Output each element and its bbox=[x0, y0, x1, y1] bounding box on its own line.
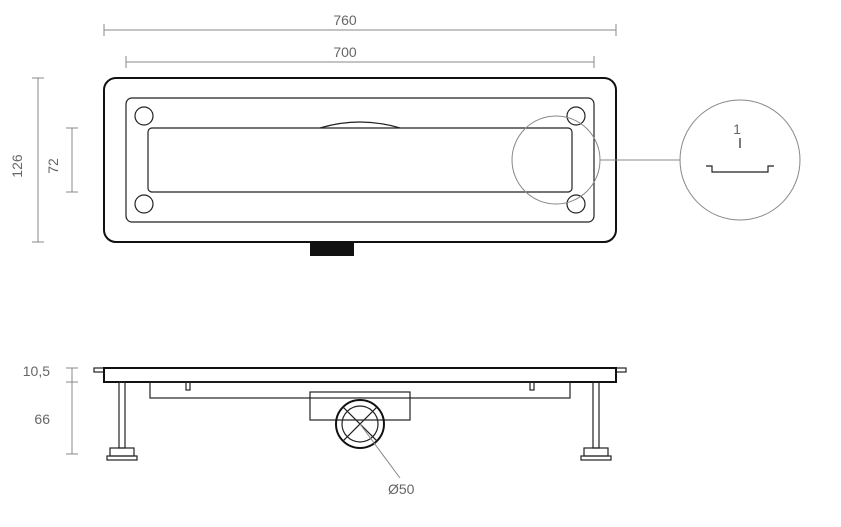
mid-hump bbox=[320, 122, 400, 128]
side-lip-left bbox=[94, 368, 104, 372]
dim-outer-width: 760 bbox=[104, 12, 616, 36]
flange-outline bbox=[104, 78, 616, 242]
detail-label: 1 bbox=[733, 121, 741, 137]
corner-ring bbox=[567, 195, 585, 213]
dim-inner-width-label: 700 bbox=[333, 44, 357, 60]
side-lip-right bbox=[616, 368, 626, 372]
dim-side-top: 10,5 bbox=[23, 363, 78, 382]
body-outline bbox=[126, 98, 594, 222]
bolt bbox=[186, 382, 190, 390]
dim-side-top-label: 10,5 bbox=[23, 363, 50, 379]
slot-outline bbox=[148, 128, 572, 192]
dim-inner-height: 72 bbox=[45, 128, 78, 192]
detail-profile bbox=[706, 166, 774, 172]
corner-ring bbox=[567, 107, 585, 125]
leg bbox=[581, 382, 611, 460]
side-deck bbox=[104, 368, 616, 382]
dim-side-leg: 66 bbox=[34, 382, 78, 454]
top-view bbox=[104, 78, 616, 256]
side-under bbox=[150, 382, 570, 398]
dim-outer-height: 126 bbox=[9, 78, 44, 242]
corner-ring bbox=[135, 107, 153, 125]
detail-pick-circle bbox=[512, 116, 600, 204]
dim-pipe-leader bbox=[360, 424, 400, 478]
technical-drawing: 1 760 700 126 72 bbox=[0, 0, 841, 527]
detail-callout: 1 bbox=[600, 100, 800, 220]
dim-side-leg-label: 66 bbox=[34, 411, 50, 427]
dim-pipe-label: Ø50 bbox=[388, 481, 415, 497]
detail-circle bbox=[680, 100, 800, 220]
bolts bbox=[186, 382, 534, 390]
dim-inner-height-label: 72 bbox=[45, 158, 61, 174]
dim-outer-width-label: 760 bbox=[333, 12, 357, 28]
side-view bbox=[94, 368, 626, 460]
dim-outer-height-label: 126 bbox=[9, 154, 25, 178]
corner-ring bbox=[135, 195, 153, 213]
corner-rings bbox=[135, 107, 585, 213]
dim-inner-width: 700 bbox=[126, 44, 594, 68]
dim-pipe: Ø50 bbox=[360, 424, 415, 497]
bolt bbox=[530, 382, 534, 390]
leg bbox=[107, 382, 137, 460]
bottom-tab bbox=[310, 242, 354, 256]
